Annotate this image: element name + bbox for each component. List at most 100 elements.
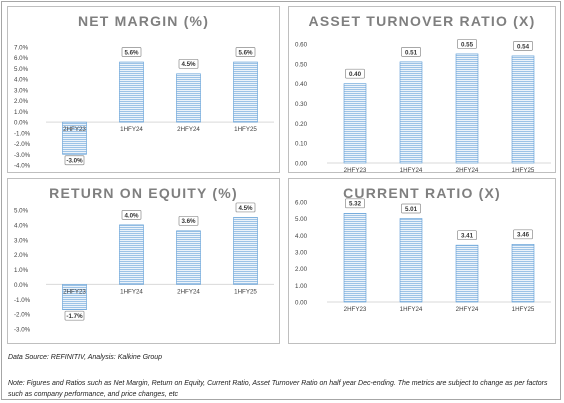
x-tick-label: 1HFY25: [234, 288, 257, 295]
y-tick-label: 1.0%: [14, 109, 29, 116]
y-tick-label: 2.0%: [14, 252, 29, 259]
data-label-box: [513, 41, 533, 51]
current-ratio-panel: CURRENT RATIO (X) 0.00 1.00 2.00 3.00 4.00 5.…: [288, 178, 556, 344]
bar-2hfy23: [62, 284, 87, 310]
x-tick-label: 1HFY24: [120, 126, 143, 133]
data-label-box: [401, 203, 421, 214]
data-label: 4.5%: [181, 61, 196, 68]
y-tick-label: -1.0%: [14, 297, 31, 304]
y-tick-label: 5.00: [295, 216, 308, 223]
data-source-note: Data Source: REFINITIV, Analysis: Kalkin…: [8, 354, 163, 361]
data-label: 0.55: [461, 41, 474, 48]
y-tick-label: 3.00: [295, 250, 308, 257]
bar-2hfy24: [176, 230, 201, 285]
data-label: 0.40: [349, 71, 362, 78]
y-tick-label: 0.40: [295, 81, 308, 88]
y-tick-label: 5.0%: [14, 208, 29, 215]
y-tick-label: 4.00: [295, 233, 308, 240]
bar-2hfy24: [455, 53, 479, 164]
x-tick-label: 2HFY23: [344, 167, 367, 173]
net-margin-chart: -4.0% -3.0% -2.0% -1.0% 0.0% 1.0% 2.0% 3.0% 4.0%…: [14, 45, 274, 170]
data-label: -1.7%: [66, 313, 83, 320]
data-label: 0.54: [517, 43, 530, 50]
x-tick-label: 2HFY24: [177, 126, 200, 133]
y-tick-label: 2.0%: [14, 98, 29, 105]
y-tick-label: -1.0%: [14, 130, 31, 137]
x-tick-label: 1HFY25: [512, 167, 535, 173]
x-tick-label: 2HFY23: [63, 126, 86, 133]
bar-1hfy25: [233, 61, 258, 123]
roe-chart: -3.0% -2.0% -1.0% 0.0% 1.0% 2.0% 3.0% 4.0% 5.0% 2…: [14, 202, 274, 334]
y-tick-label: 0.10: [295, 141, 308, 148]
y-tick-label: -4.0%: [14, 163, 31, 170]
data-label-box: [121, 47, 142, 57]
bar-1hfy24: [119, 61, 144, 123]
bar-1hfy25: [511, 55, 535, 164]
data-label: 3.46: [517, 232, 530, 239]
bar-1hfy25: [511, 244, 535, 303]
chart-title: RETURN ON EQUITY (%): [49, 185, 238, 201]
x-tick-label: 1HFY24: [400, 306, 423, 313]
bar-2hfy24: [176, 73, 201, 123]
data-label-box: [513, 229, 533, 240]
y-tick-label: 4.0%: [14, 222, 29, 229]
y-tick-label: -3.0%: [14, 152, 31, 159]
data-label-box: [345, 68, 365, 79]
data-label-box: [64, 155, 85, 166]
chart-title: ASSET TURNOVER RATIO (X): [308, 13, 536, 29]
data-label: 3.6%: [181, 218, 196, 225]
data-label: 5.6%: [238, 49, 253, 56]
data-label: 4.5%: [238, 205, 253, 212]
y-tick-label: -2.0%: [14, 141, 31, 148]
disclaimer-note: Note: Figures and Ratios such as Net Mar…: [8, 380, 548, 398]
y-tick-label: 1.00: [295, 283, 308, 290]
y-tick-label: 3.0%: [14, 87, 29, 94]
data-label: -3.0%: [66, 158, 83, 165]
bar-2hfy23: [343, 213, 367, 303]
x-tick-label: 1HFY24: [120, 288, 143, 295]
y-tick-label: 0.30: [295, 101, 308, 108]
bar-2hfy24: [455, 244, 479, 303]
data-label: 0.51: [405, 49, 418, 56]
data-label: 3.41: [461, 233, 474, 240]
y-tick-label: 5.0%: [14, 66, 29, 73]
data-label-box: [457, 230, 477, 241]
y-tick-label: -2.0%: [14, 312, 31, 319]
roe-panel: RETURN ON EQUITY (%) -3.0% -2.0% -1.0% 0.0%…: [7, 178, 280, 344]
data-label-box: [178, 215, 199, 226]
data-label: 5.01: [405, 206, 418, 213]
data-label: 4.0%: [124, 212, 139, 219]
asset-turnover-panel: ASSET TURNOVER RATIO (X) 0.00 0.10 0.20 0.3…: [288, 6, 556, 173]
x-tick-label: 2HFY23: [344, 306, 367, 313]
y-tick-label: 0.00: [295, 161, 308, 168]
y-tick-label: 1.0%: [14, 267, 29, 274]
x-tick-label: 1HFY25: [512, 306, 535, 313]
chart-title: CURRENT RATIO (X): [343, 185, 501, 201]
data-label-box: [457, 39, 477, 49]
data-label-box: [401, 46, 421, 57]
x-tick-label: 1HFY24: [400, 167, 423, 173]
chart-title: NET MARGIN (%): [77, 13, 210, 29]
y-tick-label: 0.0%: [14, 120, 29, 127]
bar-1hfy25: [233, 217, 258, 285]
y-tick-label: 6.0%: [14, 55, 29, 62]
bar-2hfy23: [343, 83, 367, 164]
y-tick-label: 0.00: [295, 300, 308, 307]
y-tick-label: 3.0%: [14, 237, 29, 244]
current-ratio-chart: 0.00 1.00 2.00 3.00 4.00 5.00 6.00 2HFY23 5.32 1H…: [295, 198, 551, 313]
data-label-box: [235, 202, 256, 213]
x-tick-label: 2HFY24: [456, 167, 479, 173]
y-tick-label: 2.00: [295, 266, 308, 273]
net-margin-panel: NET MARGIN (%) -4.0% -3.0% -2.0% -1.0% 0.0% 1…: [7, 6, 280, 173]
y-tick-label: 4.0%: [14, 77, 29, 84]
data-label-box: [121, 210, 142, 220]
bar-2hfy23: [62, 121, 87, 155]
x-tick-label: 2HFY23: [63, 288, 86, 295]
data-label: 5.6%: [124, 49, 139, 56]
y-tick-label: 0.20: [295, 121, 308, 128]
data-label-box: [235, 47, 256, 57]
y-tick-label: -3.0%: [14, 327, 31, 334]
data-label-box: [345, 198, 365, 209]
bar-1hfy24: [119, 224, 144, 285]
y-tick-label: 0.60: [295, 42, 308, 49]
